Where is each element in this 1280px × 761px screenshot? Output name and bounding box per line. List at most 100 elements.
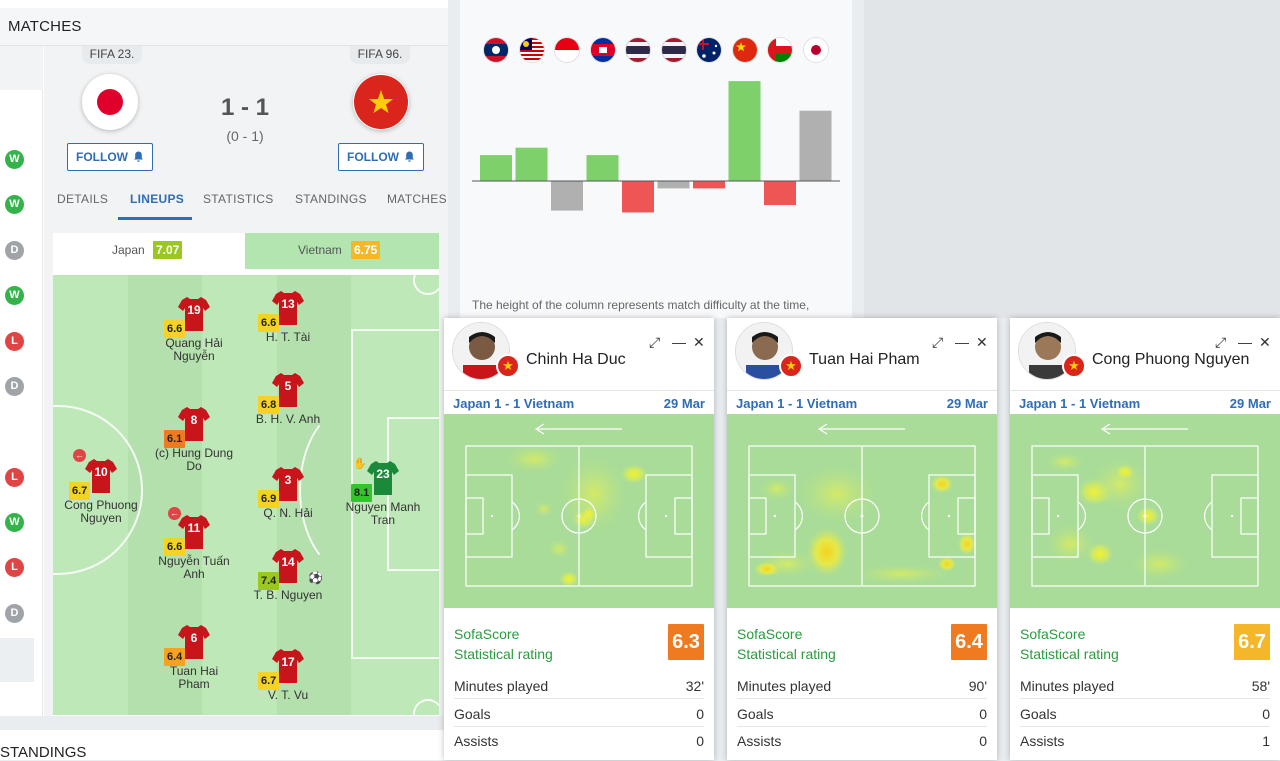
player-qn-hai[interactable]: 3 6.9 Q. N. Hải (248, 465, 328, 520)
player-name: V. T. Vu (267, 688, 309, 702)
match-date: 29 Mar (946, 396, 988, 411)
card-header: ★ Chinh Ha Duc ⤢ — ✕ (444, 318, 714, 390)
thailand-flag-icon[interactable] (662, 38, 686, 62)
form-badge-5[interactable]: L (5, 332, 24, 351)
tab-details[interactable]: DETAILS (57, 192, 109, 206)
shirt-icon (272, 649, 304, 683)
team-tab-japan[interactable]: Japan 7.07 (53, 233, 245, 269)
player-vt-vu[interactable]: 17 6.7 V. T. Vu (248, 647, 328, 702)
shirt-icon (178, 297, 210, 331)
close-icon[interactable]: ✕ (693, 334, 705, 350)
shirt-number: 19 (187, 303, 201, 317)
player-tb-nguyen[interactable]: ⚽ 14 7.4 T. B. Nguyen (248, 547, 328, 602)
expand-icon[interactable]: ⤢ (649, 334, 661, 350)
laos-flag-icon[interactable] (484, 38, 508, 62)
player-name: B. H. V. Anh (255, 412, 321, 426)
team-tab-vietnam[interactable]: Vietnam 6.75 (245, 233, 439, 269)
rating-label: SofaScore Statistical rating (737, 626, 836, 662)
tab-statistics[interactable]: STATISTICS (203, 192, 274, 206)
match-panel: MATCHES W W D W L D L W L D FIFA 23. FIF… (0, 0, 448, 716)
player-hung-dung[interactable]: 8 6.1 (c) Hung Dung Do (154, 405, 234, 473)
form-badge-3[interactable]: D (5, 241, 24, 260)
shirt-number: 11 (187, 521, 201, 535)
vietnam-flag-icon[interactable] (353, 74, 409, 130)
indonesia-flag-icon[interactable] (555, 38, 579, 62)
player-name: (c) Hung Dung Do (154, 446, 234, 473)
china-flag-icon[interactable] (733, 38, 757, 62)
form-badge-6[interactable]: D (5, 377, 24, 396)
minimize-icon[interactable]: — (1238, 334, 1252, 350)
oman-flag-icon[interactable] (768, 38, 792, 62)
form-badge-2[interactable]: W (5, 195, 24, 214)
active-tab-indicator (118, 217, 192, 220)
difficulty-bar[interactable] (728, 81, 761, 181)
tab-standings[interactable]: STANDINGS (295, 192, 367, 206)
player-manh-tran[interactable]: ✋ 23 8.1 Nguyen Manh Tran (343, 458, 423, 527)
glove-icon: ✋ (353, 458, 367, 470)
match-link[interactable]: Japan 1 - 1 Vietnam 29 Mar (444, 390, 714, 414)
tab-matches[interactable]: MATCHES (387, 192, 447, 206)
shirt-number: 17 (281, 655, 295, 669)
minimize-icon[interactable]: — (672, 334, 686, 350)
corner-arc-top (413, 275, 439, 295)
difficulty-bar[interactable] (799, 110, 832, 181)
player-name: Quang Hải Nguyễn (165, 336, 223, 363)
difficulty-bar[interactable] (693, 181, 725, 189)
close-icon[interactable]: ✕ (1259, 334, 1271, 350)
player-card-chinh-ha-duc: ★ Chinh Ha Duc ⤢ — ✕ Japan 1 - 1 Vietnam… (444, 318, 714, 760)
player-bhv-anh[interactable]: 5 6.8 B. H. V. Anh (248, 371, 328, 426)
away-fifa-rank: FIFA 96. (350, 46, 410, 64)
difficulty-bar[interactable] (515, 147, 548, 181)
match-score: 1 - 1 (220, 94, 270, 121)
expand-icon[interactable]: ⤢ (932, 334, 944, 350)
player-name: Cong Phuong Nguyen (64, 498, 138, 525)
match-link[interactable]: Japan 1 - 1 Vietnam 29 Mar (1010, 390, 1280, 414)
tab-lineups[interactable]: LINEUPS (130, 192, 185, 206)
shirt-icon (272, 467, 304, 501)
player-quang-hai[interactable]: 19 6.6 Quang Hải Nguyễn (154, 295, 234, 363)
form-badge-4[interactable]: W (5, 286, 24, 305)
difficulty-bar[interactable] (622, 181, 654, 213)
match-date: 29 Mar (1229, 396, 1271, 411)
australia-flag-icon[interactable] (697, 38, 721, 62)
matches-header: MATCHES (0, 8, 448, 46)
japan-flag-icon[interactable] (804, 38, 828, 62)
substitution-icon: ← (168, 507, 181, 520)
difficulty-bar[interactable] (551, 181, 583, 211)
form-badge-10[interactable]: D (5, 604, 24, 623)
rating-label: SofaScore Statistical rating (454, 626, 553, 662)
difficulty-bar[interactable] (764, 181, 796, 206)
player-tuan-anh[interactable]: ← 11 6.6 Nguyễn Tuấn Anh (154, 507, 234, 581)
japan-flag-icon[interactable] (82, 74, 138, 130)
player-ht-tai[interactable]: 13 6.6 H. T. Tài (248, 289, 328, 344)
player-tuan-hai[interactable]: 6 6.4 Tuan Hai Pham (154, 623, 234, 691)
shirt-number: 10 (94, 465, 108, 479)
difficulty-bar[interactable] (586, 155, 619, 181)
form-badge-9[interactable]: L (5, 558, 24, 577)
player-rating: 6.6 (164, 320, 186, 338)
close-icon[interactable]: ✕ (976, 334, 988, 350)
standings-title: STANDINGS (0, 744, 87, 761)
difficulty-bar[interactable] (657, 181, 690, 189)
form-badge-1[interactable]: W (5, 150, 24, 169)
stat-row: Assists 0 (454, 733, 704, 749)
match-tabs: DETAILS LINEUPS STATISTICS STANDINGS MAT… (44, 184, 448, 222)
empty-area (864, 0, 1280, 318)
shirt-icon (85, 459, 117, 493)
thailand-flag-icon[interactable] (626, 38, 650, 62)
form-badge-8[interactable]: W (5, 513, 24, 532)
team-name-japan: Japan (112, 243, 145, 257)
halftime-score: (0 - 1) (226, 128, 264, 144)
malaysia-flag-icon[interactable] (520, 38, 544, 62)
shirt-number: 6 (190, 631, 198, 645)
follow-away-button[interactable]: FOLLOW (338, 143, 424, 171)
minimize-icon[interactable]: — (955, 334, 969, 350)
player-rating: 6.1 (164, 430, 186, 448)
form-badge-7[interactable]: L (5, 468, 24, 487)
cambodia-flag-icon[interactable] (591, 38, 615, 62)
player-cong-phuong[interactable]: ← 10 6.7 Cong Phuong Nguyen (61, 449, 141, 525)
expand-icon[interactable]: ⤢ (1215, 334, 1227, 350)
difficulty-bar[interactable] (480, 155, 512, 181)
follow-home-button[interactable]: FOLLOW (67, 143, 153, 171)
match-link[interactable]: Japan 1 - 1 Vietnam 29 Mar (727, 390, 997, 414)
